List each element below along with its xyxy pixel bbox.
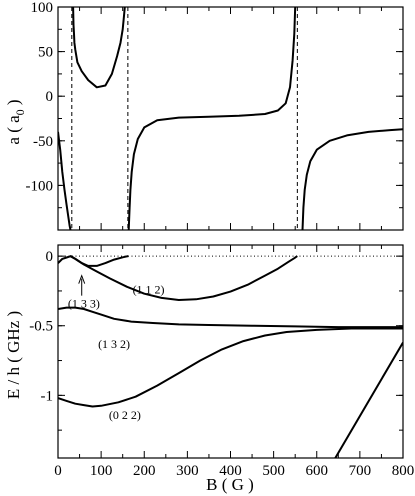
bottom-xtick-label-0: 0 <box>54 463 62 479</box>
bottom-curve-label-1: (1 1 2) <box>133 283 165 297</box>
top-ytick-label-0: 100 <box>31 0 54 16</box>
bottom-curve-label-0: (1 3 3) <box>68 297 100 311</box>
bottom-xtick-label-7: 700 <box>349 463 372 479</box>
top-curves <box>58 7 403 230</box>
top-series-line-0 <box>58 131 72 230</box>
bottom-xtick-label-4: 400 <box>219 463 242 479</box>
bottom-series-line-4 <box>334 341 403 458</box>
bottom-xtick-label-1: 100 <box>90 463 113 479</box>
bottom-curve-label-3: (0 2 2) <box>109 408 141 422</box>
top-series-line-1 <box>72 7 126 89</box>
bottom-panel: 0 -0.5 -1 0 100 200 300 400 500 600 700 800 (1 3 3) (… <box>29 244 415 479</box>
bottom-series-line-2 <box>58 306 403 329</box>
bottom-series-line-0 <box>58 255 129 267</box>
bottom-series-line-3 <box>58 327 403 408</box>
top-panel: 100 50 0 -50 -100 <box>26 0 404 231</box>
top-ytick-label-2: 0 <box>46 89 54 105</box>
bottom-plot-frame <box>57 244 404 459</box>
top-y-axis-label: a ( a0 ) <box>4 99 27 144</box>
top-y-axis-label-close: ) <box>4 99 23 109</box>
top-series-line-3 <box>301 128 403 230</box>
bottom-xtick-label-3: 300 <box>176 463 199 479</box>
top-y-axis-label-subscript: 0 <box>13 109 27 115</box>
bottom-curve-label-arrowhead-0 <box>78 274 86 284</box>
bottom-ytick-label-2: -1 <box>41 388 54 404</box>
top-plot-frame <box>57 6 404 231</box>
bottom-curves <box>58 255 403 458</box>
top-series-line-2 <box>127 7 297 230</box>
bottom-series-line-1 <box>69 255 298 301</box>
bottom-xtick-label-6: 600 <box>306 463 329 479</box>
bottom-ytick-label-1: -0.5 <box>29 319 53 335</box>
bottom-xtick-label-2: 200 <box>133 463 156 479</box>
bottom-curve-label-2: (1 3 2) <box>98 337 130 351</box>
top-ytick-label-1: 50 <box>38 45 53 61</box>
bottom-x-axis-label: B ( G ) <box>206 475 254 494</box>
top-y-axis-label-main: a ( a <box>4 115 23 145</box>
top-ytick-label-4: -100 <box>26 178 54 194</box>
bottom-xtick-label-8: 800 <box>392 463 415 479</box>
bottom-y-axis-label: E / h ( GHz ) <box>4 311 23 399</box>
top-ytick-label-3: -50 <box>33 134 53 150</box>
bottom-ytick-label-0: 0 <box>46 249 54 265</box>
bottom-xtick-label-5: 500 <box>262 463 285 479</box>
